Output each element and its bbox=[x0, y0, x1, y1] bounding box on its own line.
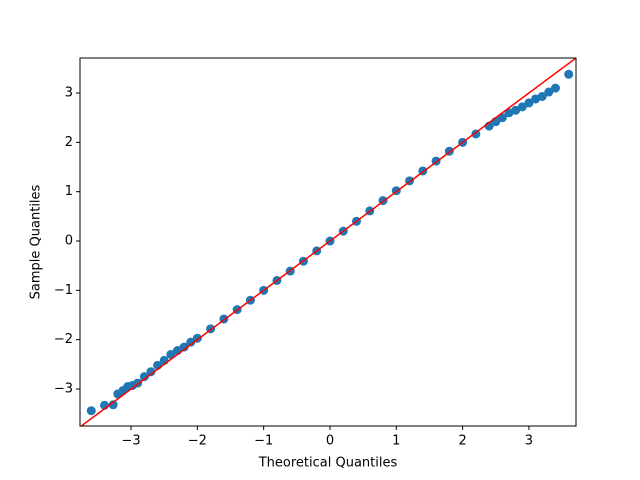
scatter-point bbox=[139, 372, 149, 382]
x-tick-label: 0 bbox=[326, 434, 334, 449]
scatter-point bbox=[537, 91, 547, 101]
plot-area bbox=[80, 58, 576, 426]
scatter-point bbox=[179, 342, 189, 352]
y-tick-label: 2 bbox=[65, 135, 73, 150]
scatter-point bbox=[497, 113, 507, 123]
scatter-point bbox=[108, 400, 118, 410]
scatter-point bbox=[511, 105, 521, 115]
scatter-point bbox=[544, 87, 554, 97]
scatter-point bbox=[86, 406, 96, 416]
axes-frame bbox=[79, 57, 577, 427]
y-tick-label: 3 bbox=[65, 86, 73, 101]
scatter-point bbox=[186, 337, 196, 347]
scatter-point bbox=[550, 83, 560, 93]
y-tick-label: −2 bbox=[54, 332, 73, 347]
scatter-point bbox=[146, 367, 156, 377]
y-axis-label: Sample Quantiles bbox=[29, 184, 44, 299]
x-tick-label: −2 bbox=[188, 434, 207, 449]
scatter-point bbox=[166, 349, 176, 359]
x-tick-label: −1 bbox=[254, 434, 273, 449]
x-tick-label: 1 bbox=[392, 434, 400, 449]
scatter-point bbox=[517, 102, 527, 112]
y-tick-label: −3 bbox=[54, 382, 73, 397]
y-tick-label: −1 bbox=[54, 283, 73, 298]
scatter-point bbox=[564, 69, 574, 79]
x-tick-label: 3 bbox=[525, 434, 533, 449]
x-axis-label: Theoretical Quantiles bbox=[258, 456, 398, 471]
x-tick-label: −3 bbox=[121, 434, 140, 449]
y-tick-label: 1 bbox=[65, 184, 73, 199]
reference-line bbox=[80, 58, 576, 426]
scatter-point bbox=[524, 98, 534, 108]
y-tick-label: 0 bbox=[65, 234, 73, 249]
x-tick-label: 2 bbox=[458, 434, 466, 449]
